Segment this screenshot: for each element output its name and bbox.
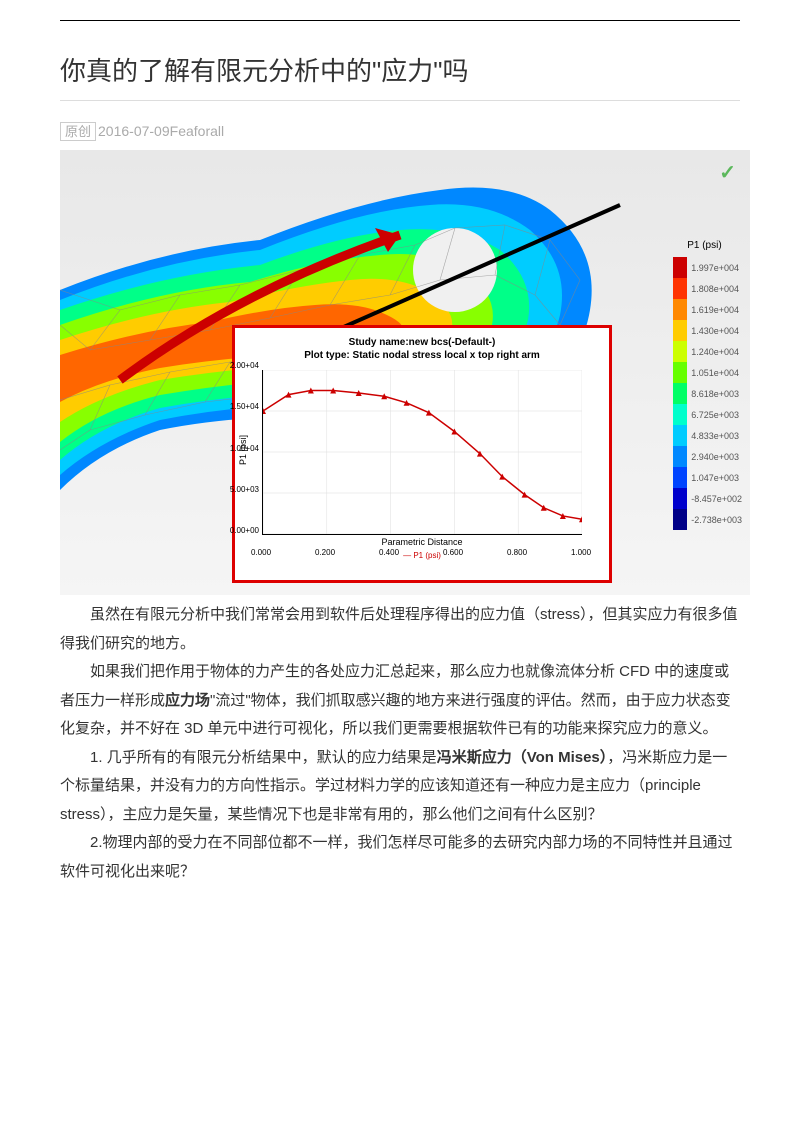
chart-title-1: Study name:new bcs(-Default-) — [245, 336, 599, 349]
meta-date: 2016-07-09 — [98, 123, 170, 139]
stress-chart: Study name:new bcs(-Default-) Plot type:… — [232, 325, 612, 583]
article-body: 虽然在有限元分析中我们常常会用到软件后处理程序得出的应力值（stress），但其… — [60, 601, 740, 886]
para-4: 2.物理内部的受力在不同部位都不一样，我们怎样尽可能多的去研究内部力场的不同特性… — [60, 829, 740, 886]
legend-title: P1 (psi) — [687, 240, 742, 251]
meta-author: Feaforall — [170, 123, 224, 139]
para-3: 1. 几乎所有的有限元分析结果中，默认的应力结果是冯米斯应力（Von Mises… — [60, 744, 740, 830]
para-2: 如果我们把作用于物体的力产生的各处应力汇总起来，那么应力也就像流体分析 CFD … — [60, 658, 740, 744]
x-axis-label: Parametric Distance — [245, 537, 599, 547]
meta-line: 原创2016-07-09Feaforall — [60, 121, 740, 140]
para-1: 虽然在有限元分析中我们常常会用到软件后处理程序得出的应力值（stress），但其… — [60, 601, 740, 658]
fea-figure: ✓ P1 (psi) 1.997e+0041.808e+0041.619e+00… — [60, 150, 750, 595]
color-legend: P1 (psi) 1.997e+0041.808e+0041.619e+0041… — [673, 240, 742, 530]
page-title: 你真的了解有限元分析中的"应力"吗 — [60, 51, 740, 88]
title-divider — [60, 100, 740, 101]
top-rule — [60, 20, 740, 21]
chart-legend: — P1 (psi) — [245, 551, 599, 560]
check-icon: ✓ — [719, 160, 736, 185]
original-badge: 原创 — [60, 122, 96, 141]
line-plot — [263, 370, 582, 534]
plot-area: P1 [psi] 2.00+041.50+041.00+045.00+030.0… — [262, 370, 582, 535]
chart-title-2: Plot type: Static nodal stress local x t… — [245, 349, 599, 362]
